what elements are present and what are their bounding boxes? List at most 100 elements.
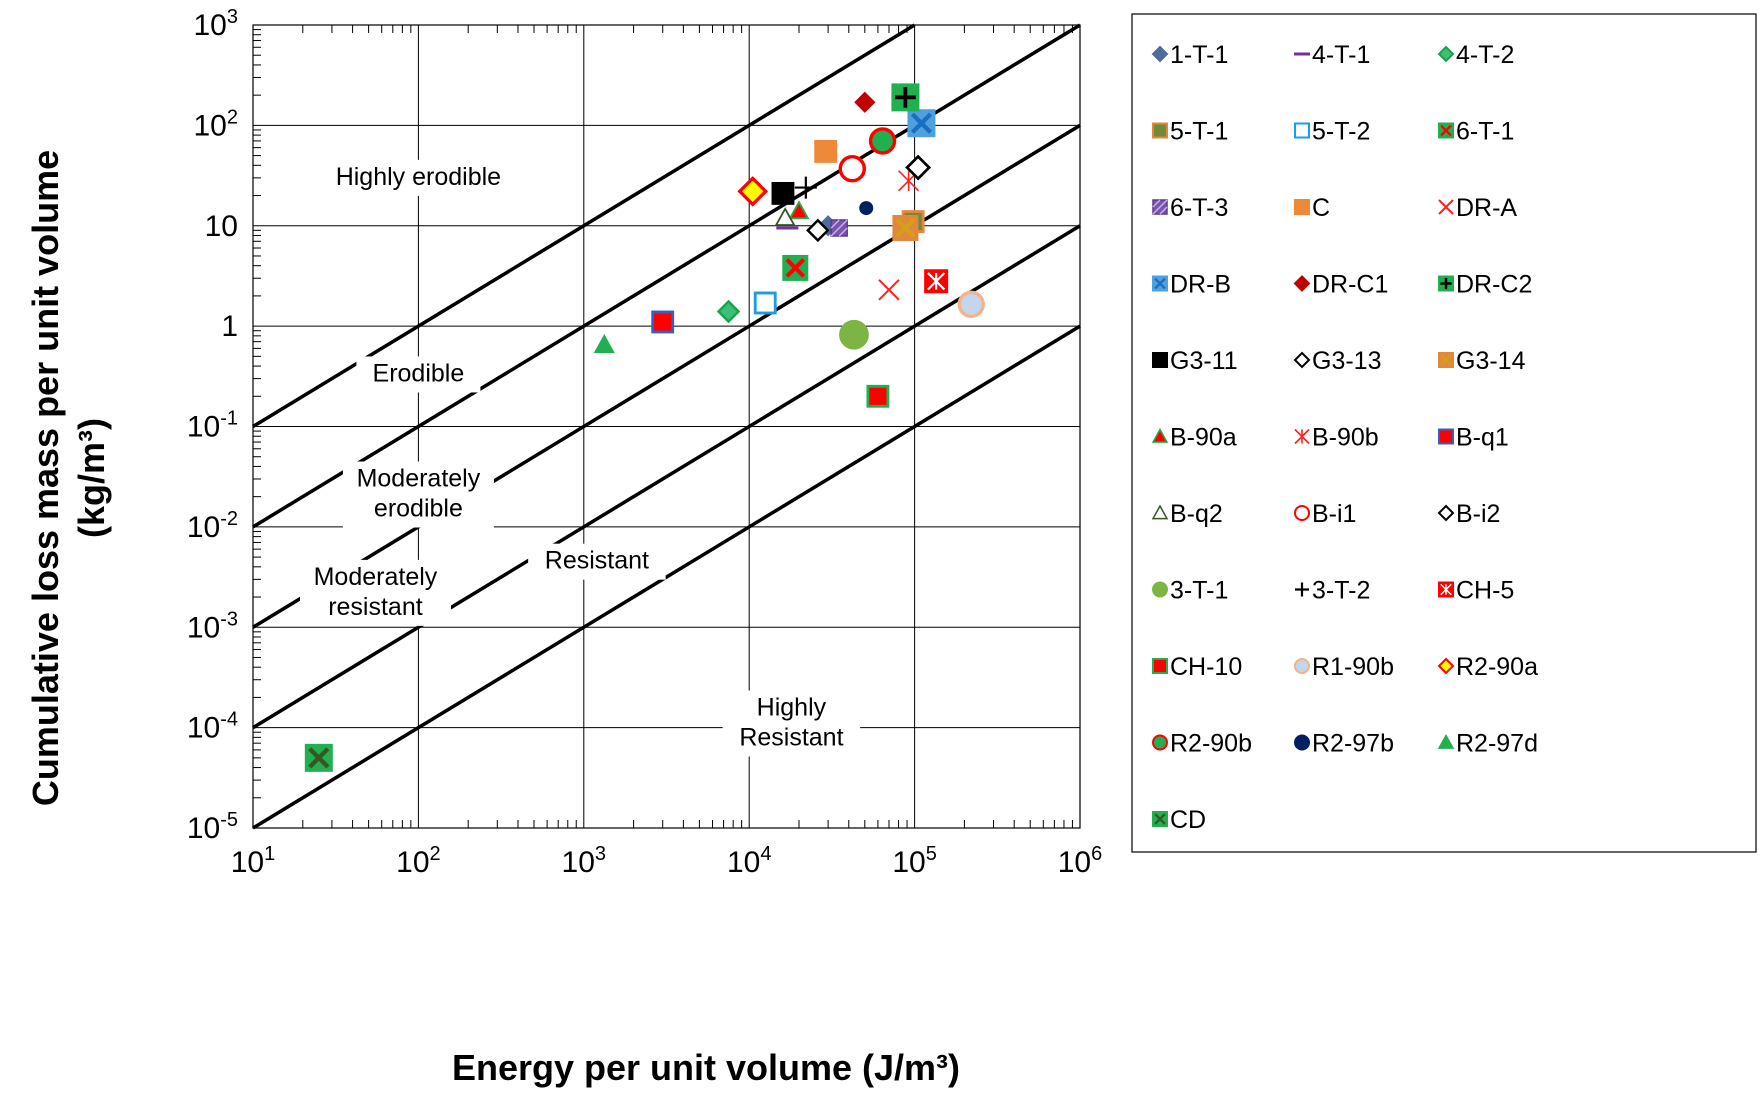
data-point-dr-c1	[854, 91, 876, 113]
marker-cross	[1440, 124, 1452, 137]
legend-item-r2-97b: R2-97b	[1294, 730, 1394, 758]
legend-label: 6-T-1	[1456, 118, 1514, 146]
data-point-c	[814, 140, 838, 163]
legend-item-b-q1: B-q1	[1438, 424, 1509, 452]
marker-cross	[1154, 277, 1166, 290]
data-point-r1-90b	[957, 290, 985, 319]
zone-label: Moderately	[314, 563, 438, 591]
marker-shape	[1293, 275, 1311, 292]
legend-item-6-t-1: 6-T-1	[1438, 118, 1514, 146]
zone-labels: Highly erodibleErodibleModeratelyerodibl…	[299, 159, 861, 757]
x-tick-label: 105	[892, 843, 937, 879]
legend-label: 5-T-1	[1170, 118, 1228, 146]
x-tick-label: 106	[1058, 843, 1103, 879]
legend-item-c: C	[1294, 194, 1330, 222]
marker-shape	[957, 290, 985, 319]
legend-item-g3-11: G3-11	[1152, 347, 1238, 375]
marker-shape	[1152, 122, 1168, 139]
marker-plus	[895, 86, 916, 108]
data-point-g3-13	[806, 218, 830, 243]
legend-label: 4-T-2	[1456, 41, 1514, 69]
marker-shape	[794, 176, 817, 199]
marker-shape	[774, 206, 796, 226]
legend-item-r2-90b: R2-90b	[1152, 730, 1252, 758]
marker-shape	[716, 299, 741, 324]
y-tick-label: 10-2	[187, 508, 238, 544]
legend-label: B-90b	[1312, 424, 1379, 452]
marker-cross	[910, 112, 933, 134]
y-tick-label: 10-1	[187, 408, 238, 444]
zone-label: Moderately	[357, 465, 481, 493]
marker-shape	[1152, 658, 1168, 674]
data-point-dr-c2	[891, 83, 920, 112]
legend-label: 5-T-2	[1312, 118, 1370, 146]
legend-item-b-q2: B-q2	[1151, 500, 1223, 528]
marker-cross	[1440, 354, 1452, 366]
marker-shape	[1294, 428, 1310, 445]
marker-shape	[1294, 122, 1310, 139]
marker-shape	[859, 201, 874, 216]
legend-item-dr-c1: DR-C1	[1293, 271, 1388, 299]
marker-shape	[1293, 351, 1311, 369]
data-point-3-t-2	[794, 176, 817, 199]
legend-label: DR-A	[1456, 194, 1517, 222]
data-point-r2-97d	[593, 334, 615, 354]
marker-shape	[1437, 733, 1455, 749]
data-point-b-i2	[905, 154, 932, 181]
marker-cross	[895, 218, 916, 238]
legend-item-b-90a: B-90a	[1151, 424, 1237, 452]
data-point-ch-5	[924, 269, 949, 294]
legend-label: DR-C1	[1312, 271, 1388, 299]
legend-item-6-t-3: 6-T-3	[1152, 194, 1228, 222]
marker-shape	[1151, 504, 1169, 520]
data-point-g3-14	[892, 214, 919, 241]
marker-hatch	[830, 219, 848, 237]
y-axis-title-line1: Cumulative loss mass per unit volume	[25, 150, 66, 806]
legend-label: G3-13	[1312, 347, 1381, 375]
x-tick-label: 102	[396, 843, 441, 879]
marker-shape	[839, 319, 869, 350]
zone-label: Highly erodible	[336, 163, 501, 191]
zone-label-bg	[299, 559, 451, 626]
x-tick-label: 104	[727, 843, 772, 879]
zone-label-bg	[722, 690, 861, 757]
legend-label: DR-C2	[1456, 271, 1532, 299]
legend-label: B-i1	[1312, 500, 1356, 528]
y-tick-label: 10-4	[187, 709, 238, 745]
data-point-dr-b	[907, 109, 936, 138]
legend-item-5-t-1: 5-T-1	[1152, 118, 1228, 146]
marker-shape	[1294, 658, 1310, 674]
legend-label: B-q1	[1456, 424, 1509, 452]
zone-label: erodible	[374, 495, 463, 523]
zone-label-bg	[528, 543, 666, 580]
zone-label: Highly	[757, 693, 827, 721]
marker-shape	[651, 310, 675, 334]
data-point-b-i1	[838, 155, 866, 183]
legend-label: CH-5	[1456, 577, 1514, 605]
legend-label: R1-90b	[1312, 653, 1394, 681]
legend-item-ch-5: CH-5	[1438, 577, 1514, 605]
legend-item-3-t-2: 3-T-2	[1295, 577, 1370, 605]
legend-item-g3-14: G3-14	[1438, 347, 1526, 375]
data-point-6-t-1	[782, 254, 809, 281]
legend-item-g3-13: G3-13	[1293, 347, 1381, 375]
legend-label: R2-97b	[1312, 730, 1394, 758]
zone-boundary-line	[252, 324, 1081, 830]
x-tick-label: 103	[562, 843, 607, 879]
x-tick-label: 101	[231, 843, 276, 879]
data-point-r2-97b	[859, 201, 874, 216]
data-point-3-t-1	[839, 319, 869, 350]
legend-label: B-q2	[1170, 500, 1223, 528]
zone-label: Resistant	[739, 723, 843, 751]
legend-item-3-t-1: 3-T-1	[1152, 577, 1228, 605]
data-point-b-q1	[651, 310, 675, 334]
data-point-dr-a	[878, 279, 900, 301]
legend-label: C	[1312, 194, 1330, 222]
data-point-r2-90b	[868, 127, 897, 155]
marker-shape	[806, 218, 830, 243]
data-point-cd	[304, 743, 333, 772]
legend-item-4-t-1: 4-T-1	[1294, 41, 1370, 69]
y-tick-label: 102	[194, 106, 239, 142]
marker-shape	[593, 334, 615, 354]
